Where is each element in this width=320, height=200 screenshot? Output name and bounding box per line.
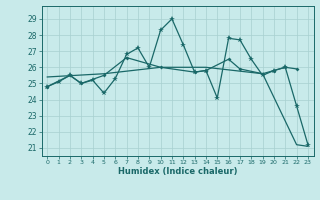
X-axis label: Humidex (Indice chaleur): Humidex (Indice chaleur) [118, 167, 237, 176]
